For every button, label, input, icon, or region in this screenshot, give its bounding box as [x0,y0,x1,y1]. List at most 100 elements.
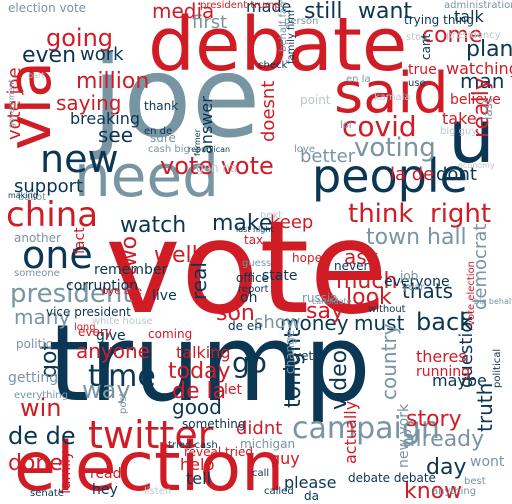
word-debate-debate: debate debate [348,471,436,485]
word-real: real [187,262,211,300]
word-first: first [192,12,227,33]
word-thank: thank [144,99,178,113]
word-dont: dont [436,164,477,185]
word-running: running [416,364,470,380]
word-read: read [90,466,122,482]
word-wont: wont [470,454,505,470]
word-politic: politic [16,337,52,351]
word-u: u [448,94,495,180]
word-son: son [216,301,255,326]
word-administration: administration [444,0,512,11]
word-question: question [456,310,477,388]
word-yet: yet [294,349,313,363]
word-need: need [74,142,219,210]
word-maybe: maybe [432,371,487,390]
word-election: election [14,428,284,504]
word-use: use [408,78,426,89]
word-political: political [492,349,503,388]
word-campaign: campaign [292,411,440,446]
word-well: well [154,243,198,268]
word-back: back [416,308,473,336]
word-vice-president: vice president [46,305,131,319]
word-tax: tax [244,233,263,247]
word-tonight: tonight [281,329,306,408]
word-year: year [402,282,425,293]
word-keep: keep [270,212,313,233]
word-de-en: de en [228,319,262,333]
word-michigan: michigan [240,437,295,451]
word-truth: truth [473,383,497,432]
word-day: day [426,455,466,480]
word-kamala: kamala [374,92,411,103]
word-remember: remember [94,262,167,278]
word-good: good [172,395,222,419]
word-china: china [6,195,98,235]
word-tried-cash: tried cash [168,440,218,451]
word-said: said [334,61,449,126]
word-say: say [306,299,344,324]
word-people: people [312,149,468,203]
word-better: better [300,146,356,167]
word-never: never [334,259,368,273]
word-look: look [346,285,392,310]
word-former: former [193,128,202,156]
word-everything: everything [14,390,68,401]
word-right: right [430,199,491,229]
word-country: country [377,323,401,400]
word-last: last [481,98,495,120]
word-de-de: de de [8,422,76,450]
word-tell: tell [186,469,211,488]
word-republican: republican [188,145,230,154]
word-de-la: de la [172,379,226,404]
word-en-la: en la [346,74,371,85]
word-presidency: presidency [446,30,501,41]
word-hope: hope [292,251,322,265]
word-call: call [252,468,269,479]
word-democrat: democrat [470,224,491,310]
word-point: point [300,93,331,107]
word-still: still [304,0,342,24]
word-vote-vote: vote vote [160,152,274,180]
word-new: new [40,137,119,181]
word-true: true [408,62,437,78]
word-much: much [336,269,397,294]
word-ask: ask [344,245,379,269]
word-way: way [82,376,131,404]
word-best: best [464,476,486,487]
word-big-guy: big guy [440,126,477,137]
word-long: long [74,322,96,333]
word-give: give [96,328,126,344]
word-covid: covid [342,110,417,143]
word-government: government [7,79,16,128]
word-listen: listen [144,486,171,497]
word-got: got [37,342,62,378]
word-twitter: twitter [88,413,214,457]
word-part: part [28,71,44,80]
word-ballot: ballot [18,192,46,203]
word-even: even [22,43,76,68]
word-want: want [358,0,412,24]
word-guess: guess [242,258,271,269]
word-million: million [76,69,149,94]
word-didnt: didnt [236,418,282,439]
word-reveal-tried: reveal tried [184,445,253,459]
word-actually: actually [341,401,360,464]
word-breaking: breaking [70,109,140,128]
word-anything: anything [432,486,476,497]
word-one: one [22,233,93,277]
word-gon-na: gon na [196,161,237,175]
word-senate: senate [30,488,64,499]
word-think: think [348,199,413,229]
word-stop: stop [406,32,428,43]
word-da: da [304,489,319,503]
word-office: office [236,271,269,285]
word-vote-joe: vote joe [4,67,25,140]
word-cash-big: cash big [148,144,190,155]
word-another: another [14,231,61,245]
word-make: make [212,211,272,236]
word-go: go [232,346,267,379]
word-economy: economy [458,161,495,170]
word-time: time [88,359,156,394]
word-thats: thats [402,279,453,303]
